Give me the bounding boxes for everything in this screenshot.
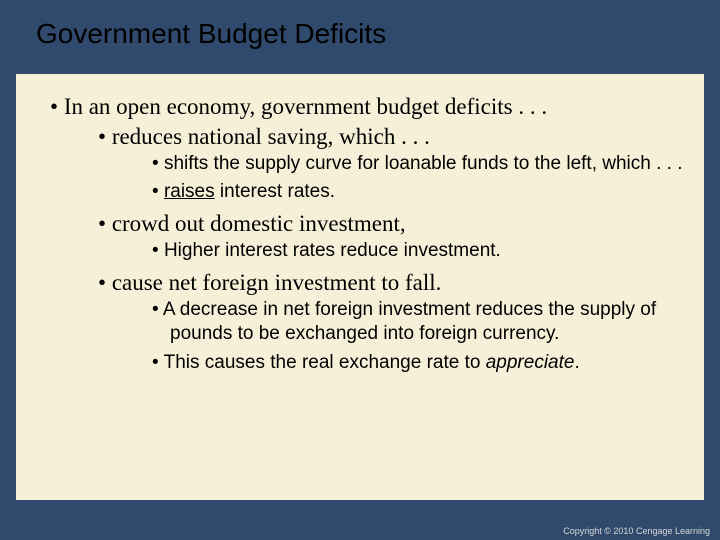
bullet-text: Higher interest rates reduce investment. xyxy=(164,240,501,261)
bullet-l3: This causes the real exchange rate to ap… xyxy=(152,351,694,376)
bullet-l3: A decrease in net foreign investment red… xyxy=(152,298,694,347)
bullet-text: crowd out domestic investment, xyxy=(112,211,406,236)
bullet-l1: In an open economy, government budget de… xyxy=(50,92,694,376)
bullet-text: reduces national saving, which . . . xyxy=(112,124,430,149)
bullet-text: cause net foreign investment to fall. xyxy=(112,270,442,295)
title-bar: Government Budget Deficits xyxy=(0,0,720,64)
bullet-l2: crowd out domestic investment, Higher in… xyxy=(98,209,694,264)
bullet-l2: cause net foreign investment to fall. A … xyxy=(98,268,694,376)
bullet-text-italic: appreciate xyxy=(486,352,575,373)
bullet-text-underline: raises xyxy=(164,181,215,202)
bullet-text: In an open economy, government budget de… xyxy=(64,94,547,119)
bullet-text: shifts the supply curve for loanable fun… xyxy=(164,153,683,174)
bullet-text: interest rates. xyxy=(215,181,335,202)
copyright-text: Copyright © 2010 Cengage Learning xyxy=(563,526,710,536)
content-box: In an open economy, government budget de… xyxy=(16,74,704,500)
slide: Government Budget Deficits In an open ec… xyxy=(0,0,720,540)
bullet-l2: reduces national saving, which . . . shi… xyxy=(98,122,694,205)
slide-title: Government Budget Deficits xyxy=(36,18,684,50)
bullet-text: . xyxy=(574,352,579,373)
bullet-list: In an open economy, government budget de… xyxy=(26,92,694,376)
bullet-text: This causes the real exchange rate to xyxy=(164,352,486,373)
bullet-l3: Higher interest rates reduce investment. xyxy=(152,239,694,264)
bullet-l3: shifts the supply curve for loanable fun… xyxy=(152,152,694,177)
bullet-l3: raises interest rates. xyxy=(152,180,694,205)
bullet-text: A decrease in net foreign investment red… xyxy=(163,299,656,345)
